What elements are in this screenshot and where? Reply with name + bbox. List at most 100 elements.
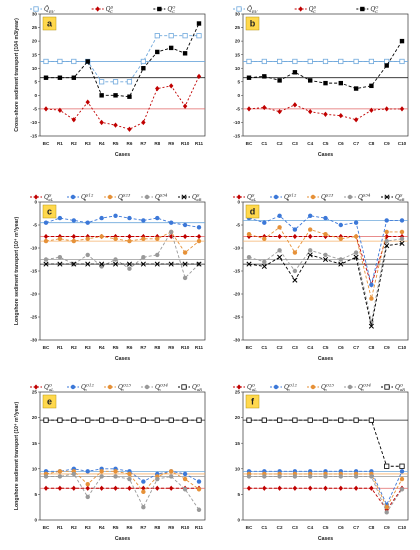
data-point — [307, 417, 313, 423]
series-line — [248, 215, 402, 285]
legend: QS aL QS12 n QS23 n QS34 n QS aR — [30, 193, 202, 203]
data-point — [323, 233, 328, 240]
plot-frame — [39, 391, 206, 521]
legend-symbol: Q — [284, 194, 289, 201]
data-point — [99, 215, 104, 221]
data-point — [99, 474, 104, 479]
x-tick-label: C8 — [368, 141, 374, 146]
data-point — [323, 232, 328, 237]
legend-subscript: aL — [252, 387, 257, 392]
series-QaLO — [43, 485, 202, 491]
panel-label-text: b — [250, 19, 256, 29]
data-point — [307, 252, 313, 258]
y-tick-label: -15 — [233, 269, 240, 274]
data-point — [113, 93, 118, 98]
series-line — [46, 23, 200, 98]
legend-superscript: S12 — [86, 193, 94, 198]
x-tick-label: C10 — [398, 141, 407, 146]
data-point — [85, 99, 90, 105]
y-tick-label: -10 — [30, 246, 37, 251]
data-point — [182, 51, 188, 56]
series-line — [46, 468, 200, 483]
x-tick-label: R2 — [71, 141, 77, 146]
data-point — [353, 250, 359, 255]
legend-subscript: n — [158, 387, 161, 392]
y-tick-label: -5 — [236, 106, 241, 111]
x-tick-label: BC — [43, 141, 50, 146]
legend-superscript: S34 — [363, 193, 371, 198]
legend-label: QO aL — [44, 383, 54, 393]
y-tick-label: 0 — [237, 518, 240, 523]
x-tick-label: C4 — [307, 525, 313, 530]
data-point — [71, 75, 77, 80]
legend-subscript: n — [121, 387, 124, 392]
data-point — [140, 261, 146, 267]
y-tick-label: -25 — [233, 315, 240, 320]
data-point — [292, 58, 298, 65]
data-point — [57, 255, 63, 260]
legend-superscript: O12 — [289, 383, 298, 388]
data-point — [43, 417, 49, 423]
panel-b: -15 -10 -5 0 5 10 15 20 25 30 BC C1 C2 C3 C4 C5 C6 C7 C8 C9… — [233, 5, 409, 158]
data-point — [57, 474, 63, 479]
data-point — [196, 479, 202, 484]
series-QaRS — [43, 261, 202, 267]
data-point — [292, 227, 298, 232]
x-tick-label: C4 — [307, 141, 313, 146]
legend-marker — [107, 194, 113, 200]
legend-symbol: Q — [192, 384, 197, 391]
data-point — [113, 213, 118, 218]
data-point — [322, 417, 329, 423]
legend-symbol: Q — [155, 194, 160, 201]
data-point — [399, 240, 405, 246]
legend-superscript: O23 — [326, 383, 335, 388]
data-point — [182, 487, 188, 492]
legend-superscript: O12 — [86, 383, 95, 388]
panel-e: 0 5 10 15 20 25 BC R1 R2 R3 R4 R5 R6 R7 R8 R9 R10 R11 Case… — [14, 383, 206, 542]
y-tick-label: -15 — [30, 134, 37, 139]
data-point — [71, 117, 77, 123]
data-point — [322, 58, 329, 65]
data-point — [99, 119, 104, 126]
legend-marker — [181, 194, 187, 200]
legend-marker — [384, 194, 390, 200]
data-point — [141, 485, 146, 491]
legend-label: QS12 n — [284, 193, 297, 203]
x-tick-label: R2 — [71, 525, 77, 530]
legend-superscript: O34 — [160, 383, 169, 388]
data-point — [353, 117, 359, 123]
legend-subscript: aL — [49, 387, 54, 392]
data-point — [196, 487, 202, 492]
legend-symbol: Q — [309, 6, 314, 13]
data-point — [246, 474, 252, 479]
data-point — [338, 474, 343, 479]
y-tick-label: -10 — [30, 120, 37, 125]
x-tick-label: BC — [43, 345, 50, 350]
series-line — [45, 470, 200, 493]
data-point — [399, 38, 405, 44]
data-point — [168, 229, 174, 235]
legend-subscript: C — [110, 9, 113, 14]
y-tick-label: -30 — [233, 338, 240, 343]
data-point — [308, 213, 313, 218]
legend: QO aL QO12 n QO23 n QO34 n QO aR — [233, 383, 405, 392]
data-point — [261, 263, 267, 269]
legend-label: QS23 n — [321, 193, 334, 203]
data-point — [182, 275, 188, 281]
y-tick-label: 25 — [32, 390, 38, 395]
data-point — [182, 33, 188, 39]
data-point — [399, 476, 405, 482]
legend-subscript: C — [313, 9, 316, 14]
legend-label: QS12 n — [81, 193, 94, 203]
series-QaRS — [246, 240, 405, 329]
x-tick-label: C5 — [323, 345, 329, 350]
legend-superscript: S34 — [160, 193, 168, 198]
x-tick-label: R8 — [154, 525, 160, 530]
x-tick-label: C10 — [398, 525, 407, 530]
data-point — [308, 485, 313, 491]
legend-marker — [33, 194, 39, 200]
data-point — [276, 58, 283, 65]
y-tick-label: -20 — [233, 292, 240, 297]
x-axis-label: Cases — [318, 536, 333, 542]
x-tick-label: R1 — [57, 525, 63, 530]
